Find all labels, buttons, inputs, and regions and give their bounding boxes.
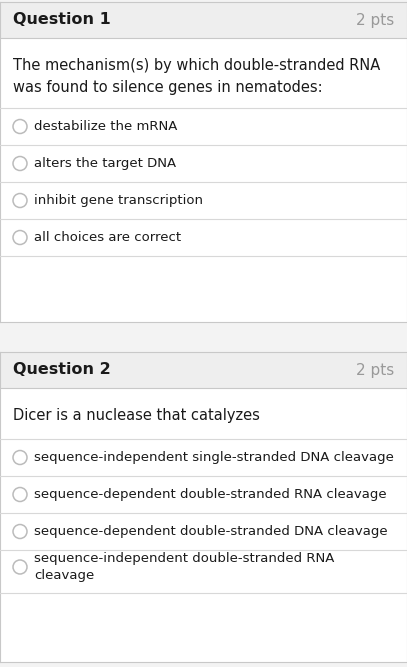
Text: all choices are correct: all choices are correct bbox=[34, 231, 181, 244]
Circle shape bbox=[13, 119, 27, 133]
Text: The mechanism(s) by which double-stranded RNA
was found to silence genes in nema: The mechanism(s) by which double-strande… bbox=[13, 58, 380, 95]
Text: sequence-dependent double-stranded RNA cleavage: sequence-dependent double-stranded RNA c… bbox=[34, 488, 387, 501]
Circle shape bbox=[13, 450, 27, 464]
Bar bbox=[0, 2, 407, 322]
Bar bbox=[0, 352, 407, 662]
Text: Question 1: Question 1 bbox=[13, 13, 111, 27]
Circle shape bbox=[13, 157, 27, 171]
Text: sequence-independent single-stranded DNA cleavage: sequence-independent single-stranded DNA… bbox=[34, 451, 394, 464]
Bar bbox=[0, 2, 407, 38]
Text: 2 pts: 2 pts bbox=[356, 13, 394, 27]
Text: alters the target DNA: alters the target DNA bbox=[34, 157, 176, 170]
Text: 2 pts: 2 pts bbox=[356, 362, 394, 378]
Circle shape bbox=[13, 560, 27, 574]
Text: inhibit gene transcription: inhibit gene transcription bbox=[34, 194, 203, 207]
Text: Question 2: Question 2 bbox=[13, 362, 111, 378]
Circle shape bbox=[13, 524, 27, 538]
Circle shape bbox=[13, 231, 27, 245]
Circle shape bbox=[13, 193, 27, 207]
Bar bbox=[0, 352, 407, 388]
Text: sequence-independent double-stranded RNA
cleavage: sequence-independent double-stranded RNA… bbox=[34, 552, 335, 582]
Text: sequence-dependent double-stranded DNA cleavage: sequence-dependent double-stranded DNA c… bbox=[34, 525, 387, 538]
Text: Dicer is a nuclease that catalyzes: Dicer is a nuclease that catalyzes bbox=[13, 408, 260, 423]
Text: destabilize the mRNA: destabilize the mRNA bbox=[34, 120, 177, 133]
Circle shape bbox=[13, 488, 27, 502]
